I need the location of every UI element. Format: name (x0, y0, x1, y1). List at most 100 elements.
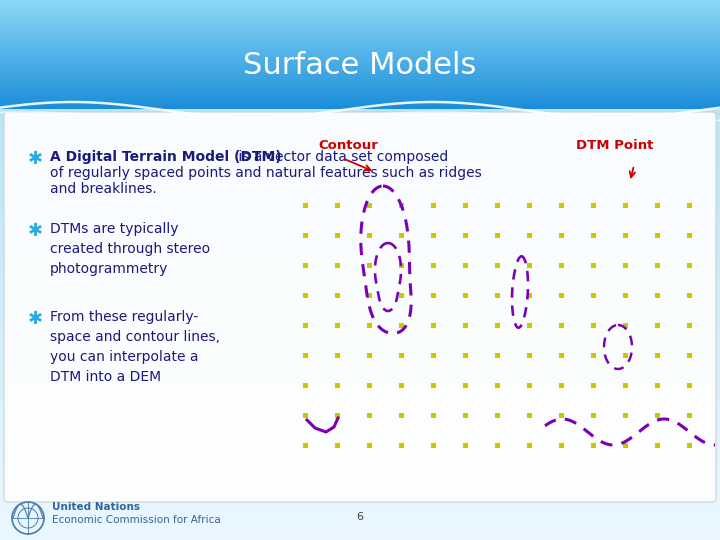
Bar (0, 43, 720, 46)
Bar (0, 114, 720, 121)
Bar (686, 262, 691, 267)
Bar (0, 41, 720, 44)
Bar (0, 480, 720, 486)
Bar (0, 67, 720, 70)
Bar (0, 485, 720, 491)
Bar (623, 382, 628, 388)
Bar (0, 404, 720, 411)
Bar (335, 353, 340, 357)
Bar (302, 322, 307, 327)
Bar (302, 382, 307, 388)
Bar (654, 353, 660, 357)
Bar (0, 373, 720, 379)
Bar (0, 76, 720, 79)
Bar (526, 233, 531, 238)
Bar (526, 442, 531, 448)
Bar (0, 491, 720, 497)
Bar (398, 353, 403, 357)
Bar (0, 302, 720, 309)
Bar (623, 353, 628, 357)
Bar (654, 322, 660, 327)
Bar (495, 322, 500, 327)
Bar (590, 382, 595, 388)
Bar (0, 30, 720, 33)
Bar (0, 109, 720, 116)
Bar (398, 322, 403, 327)
Bar (0, 85, 720, 88)
Bar (0, 410, 720, 416)
Bar (0, 152, 720, 158)
Bar (0, 52, 720, 55)
Bar (398, 202, 403, 207)
Bar (495, 442, 500, 448)
Bar (0, 388, 720, 395)
Bar (0, 17, 720, 20)
Bar (462, 202, 467, 207)
Bar (0, 50, 720, 53)
Bar (302, 233, 307, 238)
Bar (0, 394, 720, 400)
Bar (462, 262, 467, 267)
Bar (0, 292, 720, 298)
Text: Surface Models: Surface Models (243, 51, 477, 79)
Bar (623, 233, 628, 238)
Bar (0, 107, 720, 110)
Bar (0, 286, 720, 293)
Bar (0, 82, 720, 84)
Bar (686, 442, 691, 448)
Bar (686, 353, 691, 357)
Bar (0, 378, 720, 384)
Bar (0, 249, 720, 255)
Bar (0, 302, 720, 309)
Bar (0, 114, 720, 121)
Bar (0, 528, 720, 535)
Bar (462, 353, 467, 357)
Bar (398, 382, 403, 388)
Bar (0, 157, 720, 164)
Bar (335, 262, 340, 267)
Bar (0, 426, 720, 433)
Bar (398, 442, 403, 448)
Bar (0, 184, 720, 191)
Bar (623, 413, 628, 417)
Bar (0, 168, 720, 174)
Bar (0, 244, 720, 249)
Bar (590, 322, 595, 327)
Bar (0, 431, 720, 438)
Bar (0, 421, 720, 427)
Bar (302, 413, 307, 417)
Bar (0, 329, 720, 336)
Bar (0, 442, 720, 449)
Bar (0, 507, 720, 513)
Bar (431, 202, 436, 207)
Bar (0, 45, 720, 48)
Bar (366, 262, 372, 267)
Bar (0, 281, 720, 287)
Bar (0, 507, 720, 513)
Bar (302, 442, 307, 448)
Bar (0, 36, 720, 38)
Bar (398, 293, 403, 298)
Bar (398, 413, 403, 417)
Bar (559, 233, 564, 238)
Bar (559, 382, 564, 388)
Bar (0, 415, 720, 422)
Bar (0, 28, 720, 31)
Bar (495, 382, 500, 388)
Bar (0, 238, 720, 245)
Bar (366, 353, 372, 357)
Bar (526, 382, 531, 388)
Bar (0, 23, 720, 26)
Bar (335, 442, 340, 448)
Bar (0, 0, 720, 2)
Bar (0, 351, 720, 357)
Bar (431, 322, 436, 327)
Bar (0, 319, 720, 325)
Bar (590, 233, 595, 238)
Bar (431, 262, 436, 267)
Bar (0, 19, 720, 22)
Bar (654, 233, 660, 238)
Bar (0, 523, 720, 529)
Bar (0, 39, 720, 42)
Bar (0, 120, 720, 126)
